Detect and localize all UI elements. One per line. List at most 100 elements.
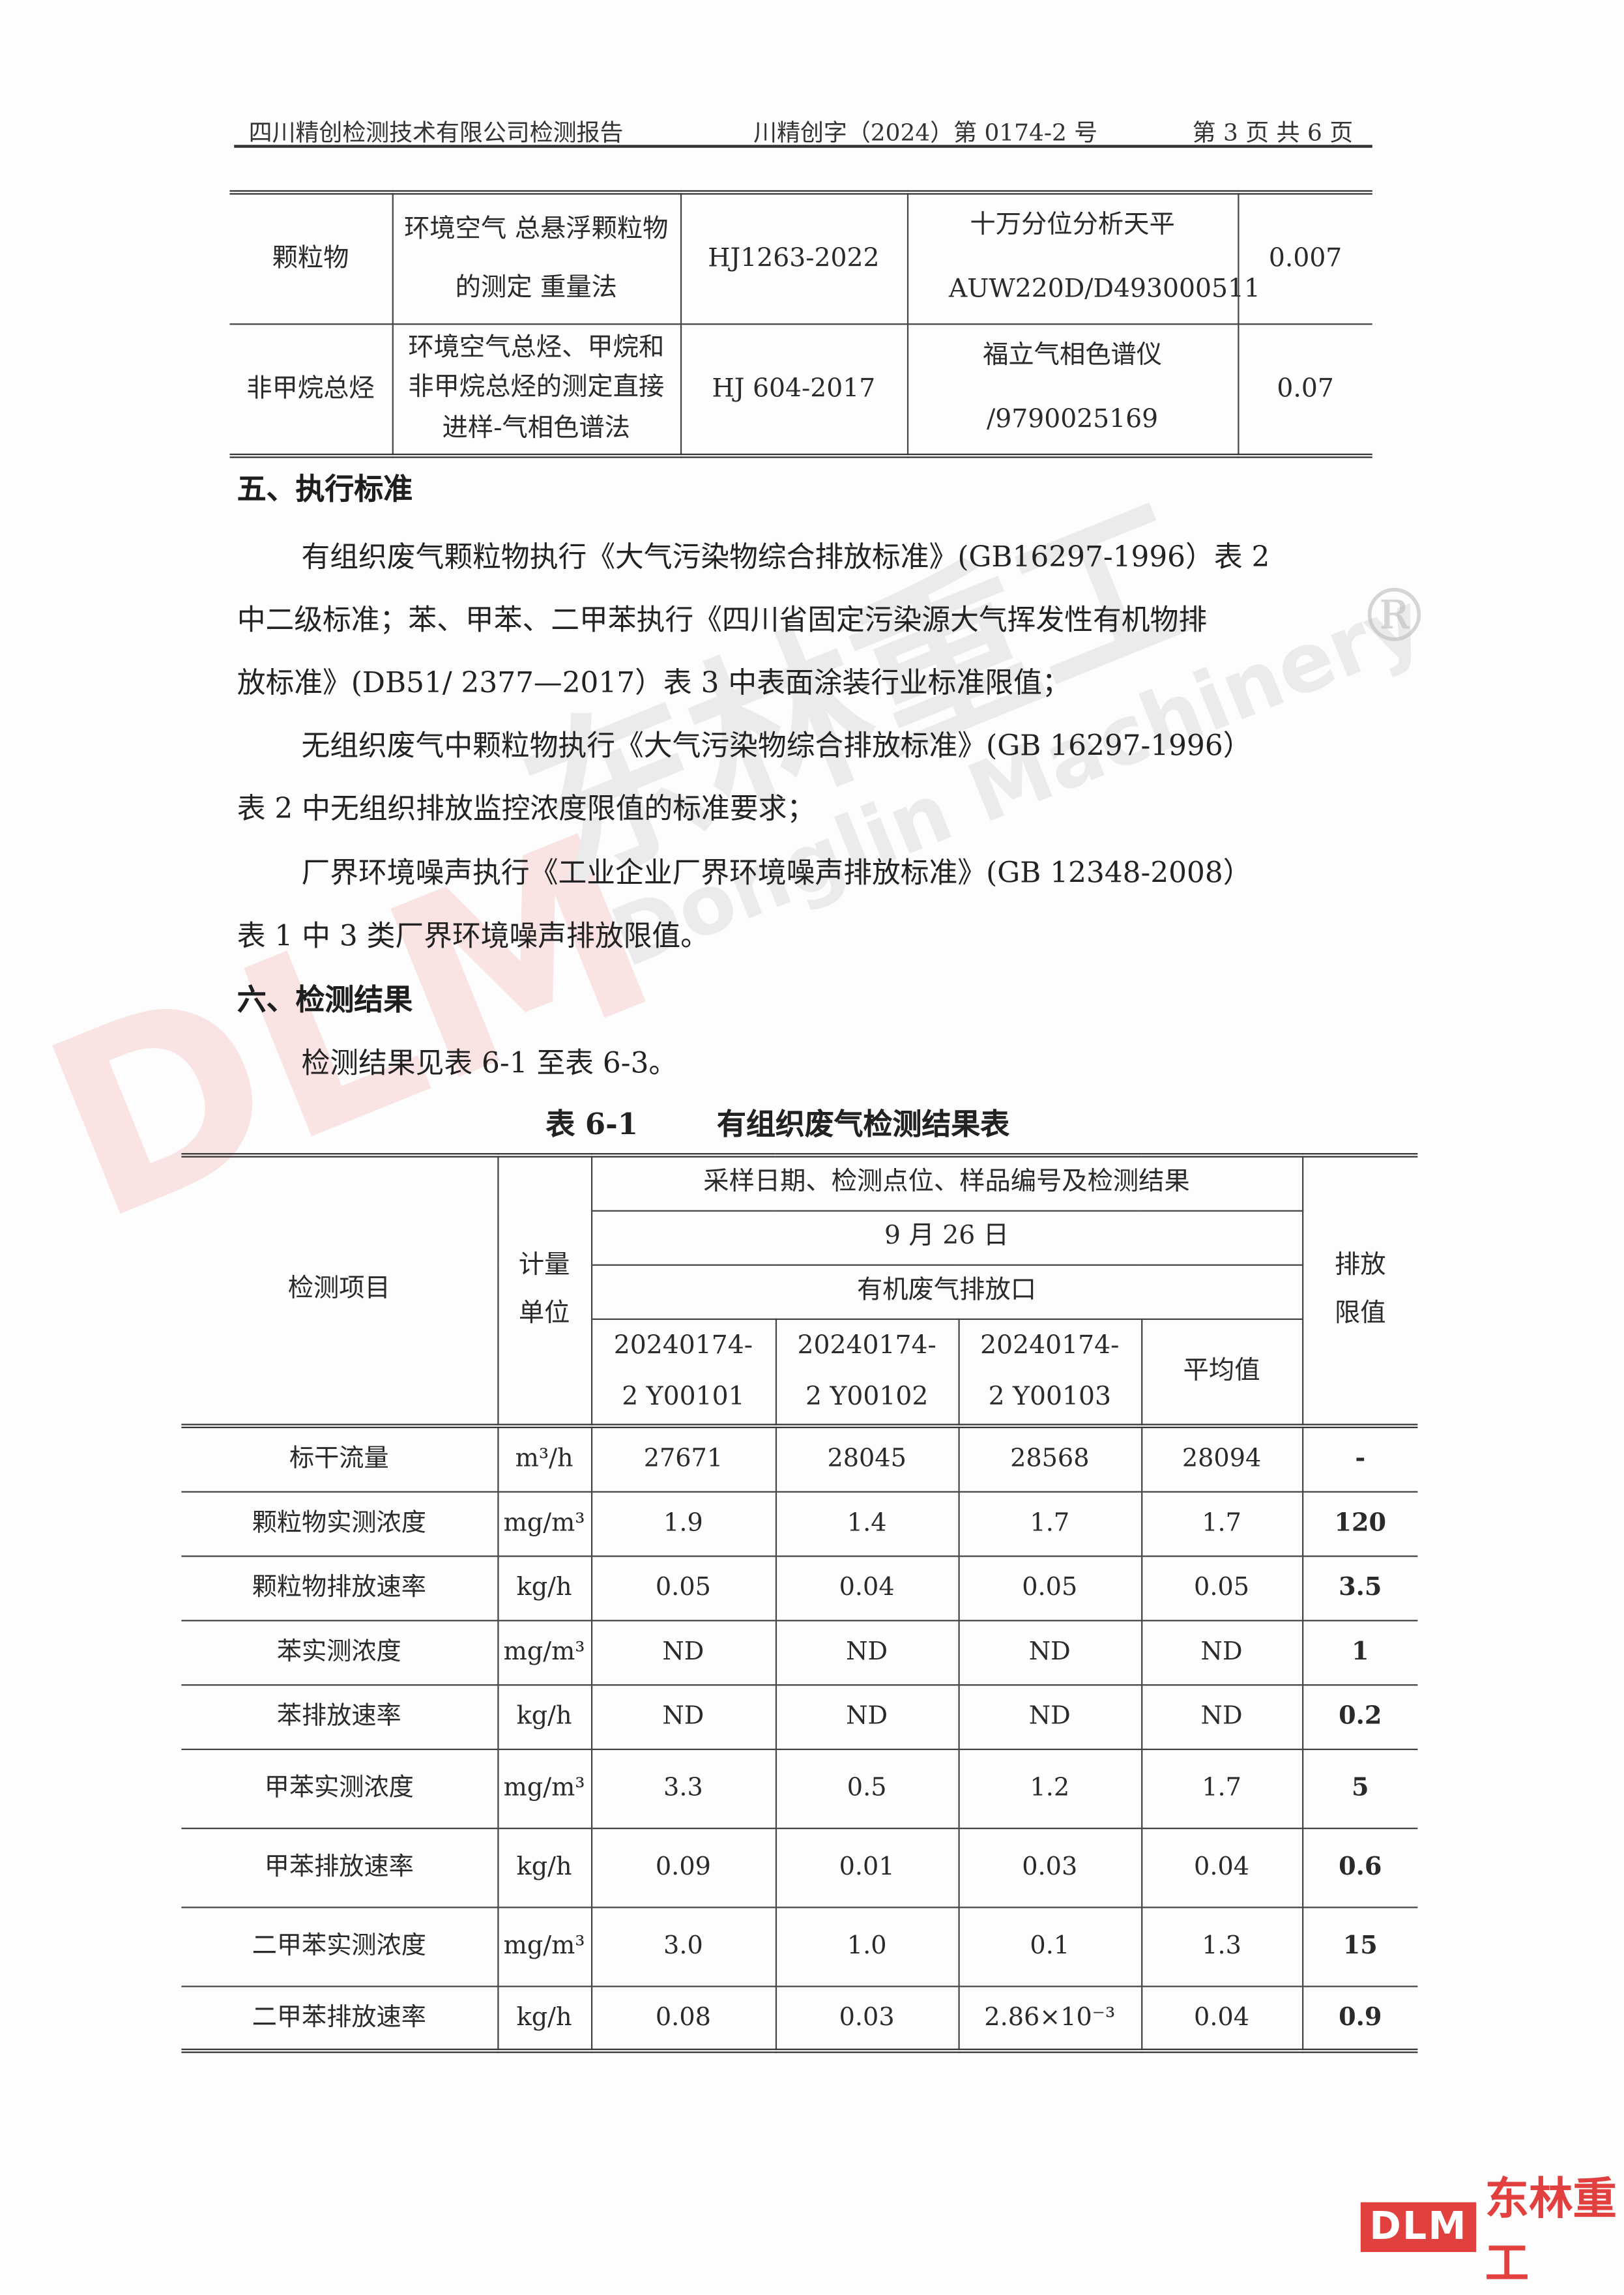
standard-cell: HJ 604-2017 xyxy=(679,323,908,457)
item-cell: 甲苯实测浓度 xyxy=(181,1748,499,1830)
limit-cell: 0.007 xyxy=(1237,192,1372,325)
value-cell: 0.03 xyxy=(774,1985,959,2052)
unit-cell: mg/m³ xyxy=(497,1907,592,1987)
method-table: 颗粒物 环境空气 总悬浮颗粒物的测定 重量法 HJ1263-2022 十万分位分… xyxy=(229,190,1372,458)
unit-cell: kg/h xyxy=(497,1684,592,1751)
header-page: 第 3 页 共 6 页 xyxy=(1192,118,1354,147)
unit-cell: m³/h xyxy=(497,1425,592,1493)
limit-cell: 15 xyxy=(1301,1907,1418,1987)
results-body: 标干流量 m³/h 27671 28045 28568 28094- 颗粒物实测浓度 mg/m… xyxy=(181,1425,1418,2052)
table-row: 标干流量 m³/h 27671 28045 28568 28094- xyxy=(181,1425,1418,1493)
avg-cell: 0.04 xyxy=(1140,1985,1303,2052)
table-row: 苯排放速率 kg/h ND ND ND ND 0.2 xyxy=(181,1684,1418,1751)
col-group-header: 采样日期、检测点位、样品编号及检测结果 xyxy=(590,1154,1303,1212)
value-cell: 0.5 xyxy=(774,1748,959,1830)
unit-cell: kg/h xyxy=(497,1985,592,2052)
table-row: 二甲苯排放速率 kg/h 0.08 0.03 2.86×10⁻³ 0.04 0.9 xyxy=(181,1985,1418,2052)
item-cell: 颗粒物排放速率 xyxy=(181,1555,499,1622)
sample-id-header: 20240174-2 Y00103 xyxy=(957,1318,1142,1427)
section5-line: 厂界环境噪声执行《工业企业厂界环境噪声排放标准》(GB 12348-2008） xyxy=(301,856,1252,890)
value-cell: ND xyxy=(774,1684,959,1751)
table-row: 颗粒物排放速率 kg/h 0.05 0.04 0.05 0.05 3.5 xyxy=(181,1555,1418,1622)
item-cell: 苯排放速率 xyxy=(181,1684,499,1751)
section5-line: 有组织废气颗粒物执行《大气污染物综合排放标准》(GB16297-1996）表 2 xyxy=(301,540,1270,574)
value-cell: 0.04 xyxy=(774,1555,959,1622)
value-cell: 0.03 xyxy=(957,1828,1142,1908)
header-row: 有机废气排放口 xyxy=(181,1264,1417,1320)
value-cell: ND xyxy=(957,1684,1142,1751)
value-cell: 0.08 xyxy=(590,1985,776,2052)
col-unit-header: 计量单位 xyxy=(497,1154,592,1427)
section5-line: 表 1 中 3 类厂界环境噪声排放限值。 xyxy=(237,918,709,953)
logo-box: DLM xyxy=(1360,2202,1477,2253)
item-cell: 二甲苯排放速率 xyxy=(181,1985,499,2052)
section5-line: 中二级标准；苯、甲苯、二甲苯执行《四川省固定污染源大气挥发性有机物排 xyxy=(237,602,1208,637)
avg-cell: 1.3 xyxy=(1140,1907,1303,1987)
value-cell: ND xyxy=(957,1620,1142,1686)
value-cell: 1.0 xyxy=(774,1907,959,1987)
standard-cell: HJ1263-2022 xyxy=(679,192,908,325)
item-cell: 二甲苯实测浓度 xyxy=(181,1907,499,1987)
avg-cell: 0.04 xyxy=(1140,1828,1303,1908)
avg-cell: 28094 xyxy=(1140,1425,1303,1493)
limit-cell: 0.2 xyxy=(1301,1684,1418,1751)
location-header: 有机废气排放口 xyxy=(590,1264,1303,1320)
header-row: 20240174-2 Y00101 20240174-2 Y00102 2024… xyxy=(181,1318,1418,1427)
section5-line: 表 2 中无组织排放监控浓度限值的标准要求； xyxy=(237,791,816,826)
company-logo: DLM 东林重工 xyxy=(1360,2163,1624,2292)
table-number: 表 6-1 xyxy=(545,1106,639,1142)
unit-cell: kg/h xyxy=(497,1555,592,1622)
value-cell: 28568 xyxy=(957,1425,1142,1493)
instrument-cell: 十万分位分析天平 AUW220D/D493000511 xyxy=(906,192,1260,325)
table-row: 颗粒物 环境空气 总悬浮颗粒物的测定 重量法 HJ1263-2022 十万分位分… xyxy=(229,192,1372,325)
limit-cell: 1 xyxy=(1301,1620,1418,1686)
unit-cell: mg/m³ xyxy=(497,1620,592,1686)
avg-cell: ND xyxy=(1140,1620,1303,1686)
header-row: 检测项目 计量单位 采样日期、检测点位、样品编号及检测结果 排放限值 xyxy=(181,1154,1418,1427)
sample-id-header: 20240174-2 Y00101 xyxy=(590,1318,776,1427)
value-cell: 0.01 xyxy=(774,1828,959,1908)
results-table: 检测项目 计量单位 采样日期、检测点位、样品编号及检测结果 排放限值 9 月 2… xyxy=(181,1153,1418,2053)
table-row: 甲苯排放速率 kg/h 0.09 0.01 0.03 0.04 0.6 xyxy=(181,1828,1418,1908)
table-row: 颗粒物实测浓度 mg/m³ 1.9 1.4 1.7 1.7 120 xyxy=(181,1491,1418,1557)
value-cell: 2.86×10⁻³ xyxy=(957,1985,1142,2052)
limit-cell: 5 xyxy=(1301,1748,1418,1830)
col-limit-header: 排放限值 xyxy=(1301,1154,1418,1427)
avg-cell: 1.7 xyxy=(1140,1748,1303,1830)
item-cell: 苯实测浓度 xyxy=(181,1620,499,1686)
method-cell: 环境空气总烃、甲烷和非甲烷总烃的测定直接进样-气相色谱法 xyxy=(391,323,682,457)
value-cell: 27671 xyxy=(590,1425,776,1493)
table-row: 甲苯实测浓度 mg/m³ 3.3 0.5 1.2 1.7 5 xyxy=(181,1748,1418,1830)
table-title: 有组织废气检测结果表 xyxy=(717,1106,1010,1142)
section6-intro: 检测结果见表 6-1 至表 6-3。 xyxy=(301,1046,678,1080)
sample-id-header: 20240174-2 Y00102 xyxy=(774,1318,959,1427)
table-row: 二甲苯实测浓度 mg/m³ 3.0 1.0 0.1 1.3 15 xyxy=(181,1907,1418,1987)
table-row: 苯实测浓度 mg/m³ ND ND ND ND 1 xyxy=(181,1620,1418,1686)
item-cell: 甲苯排放速率 xyxy=(181,1828,499,1908)
limit-cell: 0.07 xyxy=(1237,323,1372,457)
limit-cell: - xyxy=(1301,1425,1418,1493)
section5-line: 放标准》(DB51/ 2377—2017）表 3 中表面涂装行业标准限值； xyxy=(237,665,1071,700)
value-cell: 1.7 xyxy=(957,1491,1142,1557)
header-company: 四川精创检测技术有限公司检测报告 xyxy=(248,118,624,147)
value-cell: 1.2 xyxy=(957,1748,1142,1830)
value-cell: 0.09 xyxy=(590,1828,776,1908)
section5-title: 五、执行标准 xyxy=(237,471,413,506)
value-cell: 0.05 xyxy=(957,1555,1142,1622)
unit-cell: kg/h xyxy=(497,1828,592,1908)
unit-cell: mg/m³ xyxy=(497,1491,592,1557)
header-row: 9 月 26 日 xyxy=(181,1210,1417,1266)
section5-line: 无组织废气中颗粒物执行《大气污染物综合排放标准》(GB 16297-1996） xyxy=(301,729,1252,763)
avg-cell: ND xyxy=(1140,1684,1303,1751)
value-cell: 0.05 xyxy=(590,1555,776,1622)
header-report-no: 川精创字（2024）第 0174-2 号 xyxy=(753,118,1098,147)
item-cell: 颗粒物实测浓度 xyxy=(181,1491,499,1557)
table-row: 非甲烷总烃 环境空气总烃、甲烷和非甲烷总烃的测定直接进样-气相色谱法 HJ 60… xyxy=(229,323,1372,457)
method-cell: 环境空气 总悬浮颗粒物的测定 重量法 xyxy=(391,192,682,325)
avg-cell: 1.7 xyxy=(1140,1491,1303,1557)
header-rule xyxy=(234,145,1372,148)
value-cell: ND xyxy=(590,1620,776,1686)
limit-cell: 0.6 xyxy=(1301,1828,1418,1908)
col-item-header: 检测项目 xyxy=(181,1154,499,1427)
